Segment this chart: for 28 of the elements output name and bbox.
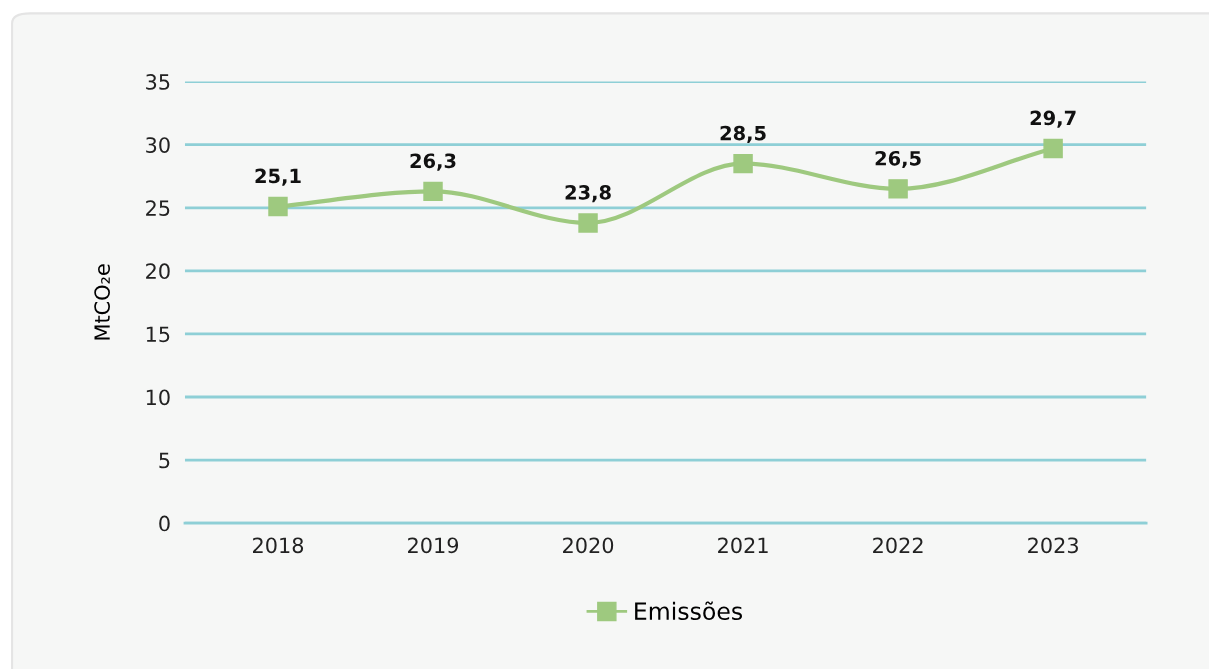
data-label: 29,7 (1030, 110, 1076, 128)
point (268, 196, 288, 217)
y-tick-label: 25 (146, 200, 170, 216)
point (423, 181, 443, 202)
point (888, 179, 908, 199)
y-axis-title: MtCO₂e (94, 264, 110, 340)
y-tick-label: 30 (146, 137, 170, 153)
y-tick-label: 20 (146, 263, 170, 280)
data-label: 25,1 (255, 168, 301, 186)
y-tick-label: 35 (146, 74, 170, 90)
y-tick-label: 15 (146, 326, 170, 343)
x-tick-label: 2021 (718, 537, 768, 554)
data-label: 26,3 (410, 153, 456, 171)
data-label: 23,8 (565, 184, 611, 203)
y-tick-label: 0 (159, 515, 170, 532)
legend-label: Emissões (635, 601, 743, 621)
point (733, 153, 753, 174)
data-label: 28,5 (720, 125, 766, 143)
x-tick-label: 2018 (253, 537, 304, 554)
data-label: 26,5 (875, 150, 921, 169)
point (578, 213, 598, 233)
point (1043, 138, 1063, 159)
x-tick-label: 2020 (563, 537, 614, 554)
x-tick-label: 2019 (408, 537, 459, 554)
x-tick-label: 2022 (873, 537, 923, 554)
x-tick-label: 2023 (1028, 537, 1078, 554)
y-tick-label: 5 (159, 452, 170, 469)
y-tick-label: 10 (146, 389, 170, 406)
